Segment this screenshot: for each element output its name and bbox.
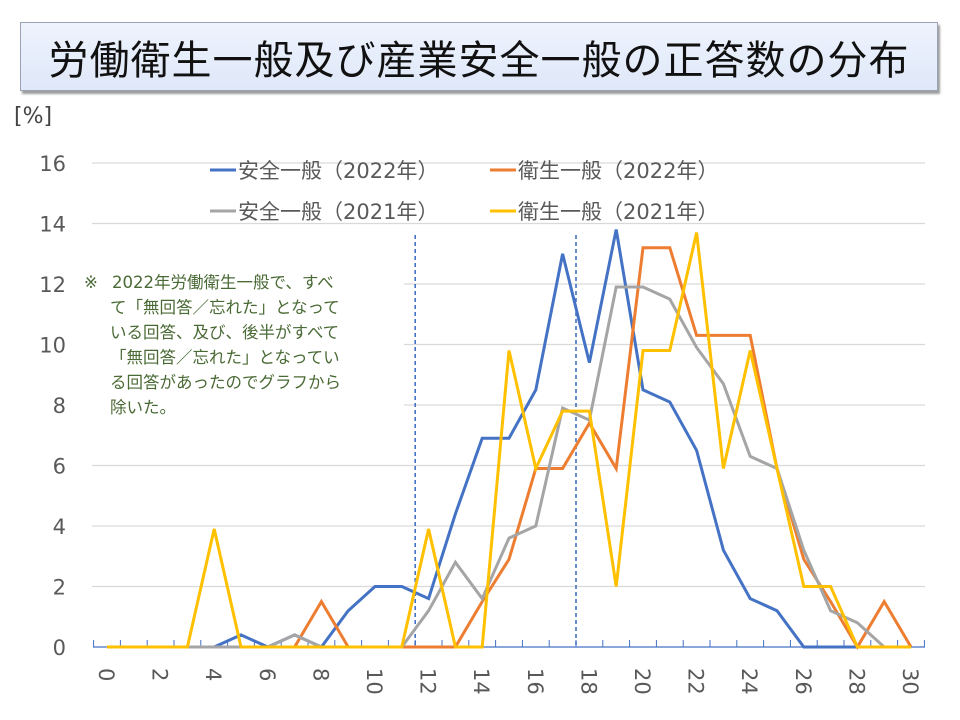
x-tick-label: 14 (469, 668, 493, 695)
x-tick-label: 4 (201, 668, 225, 681)
note-line: 「無回答／忘れた」となってい (110, 348, 340, 367)
note-mark: ※ (84, 273, 98, 292)
x-tick-label: 30 (898, 668, 922, 695)
x-tick-label: 26 (791, 668, 815, 695)
x-tick-label: 18 (576, 668, 600, 695)
x-tick-label: 22 (684, 668, 708, 695)
x-tick-label: 24 (737, 668, 761, 695)
legend-label: 安全一般（2021年） (238, 200, 438, 224)
y-tick-label: 6 (53, 455, 66, 479)
legend-label: 安全一般（2022年） (238, 159, 438, 183)
note-line: 2022年労働衛生一般で、すべ (112, 273, 334, 292)
x-tick-label: 2 (148, 668, 172, 681)
x-tick-label: 6 (255, 668, 279, 681)
title-banner: 労働衛生一般及び産業安全一般の正答数の分布 (20, 22, 938, 91)
note-line: て「無回答／忘れた」となって (110, 298, 340, 317)
x-tick-label: 12 (416, 668, 440, 695)
x-tick-label: 20 (630, 668, 654, 695)
page-title: 労働衛生一般及び産業安全一般の正答数の分布 (48, 37, 910, 84)
note-line: る回答があったのでグラフから (110, 373, 341, 392)
y-axis-unit-label: [%] (14, 104, 53, 129)
legend-label: 衛生一般（2022年） (518, 159, 718, 183)
note-line: いる回答、及び、後半がすべて (110, 323, 340, 342)
series-line (107, 285, 886, 649)
note-line: 除いた。 (110, 398, 176, 417)
series-lines (107, 229, 913, 650)
y-tick-label: 12 (39, 273, 66, 297)
x-tick-label: 16 (523, 668, 547, 695)
y-tick-label: 8 (53, 394, 66, 418)
x-tick-label: 0 (94, 668, 118, 681)
y-tick-label: 16 (39, 152, 66, 176)
footnote: ※ 2022年労働衛生一般で、すべ て「無回答／忘れた」となって いる回答、及び、… (84, 270, 404, 420)
x-tick-label: 8 (308, 668, 332, 681)
y-tick-label: 14 (39, 213, 66, 237)
y-tick-label: 4 (53, 515, 66, 539)
legend: 安全一般（2022年） 衛生一般（2022年） 安全一般（2021年） 衛生一般（20… (210, 159, 718, 224)
legend-label: 衛生一般（2021年） (518, 200, 718, 224)
x-tick-label: 10 (362, 668, 386, 695)
series-line (107, 229, 911, 649)
series-line (107, 232, 911, 649)
y-tick-label: 0 (53, 636, 66, 660)
y-tick-label: 10 (39, 334, 66, 358)
reference-lines (414, 235, 577, 647)
x-tick-label: 28 (844, 668, 868, 695)
y-tick-label: 2 (53, 576, 66, 600)
